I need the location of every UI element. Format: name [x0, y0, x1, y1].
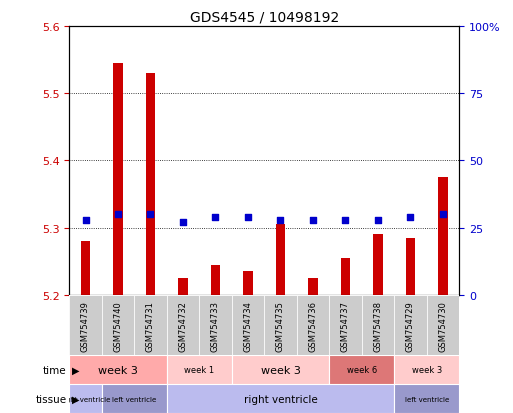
Text: GSM754738: GSM754738 [373, 300, 382, 351]
FancyBboxPatch shape [167, 295, 199, 355]
FancyBboxPatch shape [102, 295, 134, 355]
Title: GDS4545 / 10498192: GDS4545 / 10498192 [190, 10, 339, 24]
FancyBboxPatch shape [69, 355, 167, 384]
Point [146, 211, 154, 218]
Point [82, 217, 90, 223]
Point [277, 217, 285, 223]
Point [439, 211, 447, 218]
FancyBboxPatch shape [297, 295, 329, 355]
Text: left ventricle: left ventricle [405, 396, 449, 401]
Text: GSM754739: GSM754739 [81, 300, 90, 351]
FancyBboxPatch shape [362, 295, 394, 355]
FancyBboxPatch shape [69, 384, 102, 413]
Text: ▶: ▶ [72, 365, 80, 375]
Bar [373, 235, 383, 295]
FancyBboxPatch shape [199, 295, 232, 355]
Text: GSM754740: GSM754740 [113, 300, 123, 351]
Point [374, 217, 382, 223]
FancyBboxPatch shape [232, 295, 264, 355]
Text: GSM754737: GSM754737 [341, 300, 350, 351]
FancyBboxPatch shape [232, 355, 329, 384]
Text: GSM754732: GSM754732 [179, 300, 187, 351]
Point [406, 214, 415, 221]
FancyBboxPatch shape [394, 355, 459, 384]
Bar [275, 225, 285, 295]
Point [244, 214, 252, 221]
Bar [341, 259, 350, 295]
FancyBboxPatch shape [329, 295, 362, 355]
Bar [113, 64, 123, 295]
Point [341, 217, 349, 223]
Text: week 3: week 3 [261, 365, 301, 375]
Text: ▶: ▶ [72, 394, 80, 404]
Bar [405, 238, 415, 295]
FancyBboxPatch shape [167, 384, 394, 413]
Bar [210, 265, 221, 295]
Text: right ventricle: right ventricle [244, 394, 318, 404]
Bar [146, 74, 155, 295]
Text: left ventricle: left ventricle [112, 396, 156, 401]
FancyBboxPatch shape [394, 295, 427, 355]
Point [309, 217, 317, 223]
Bar [243, 272, 253, 295]
Text: GSM754734: GSM754734 [244, 300, 252, 351]
FancyBboxPatch shape [264, 295, 297, 355]
FancyBboxPatch shape [167, 355, 232, 384]
FancyBboxPatch shape [394, 384, 459, 413]
Text: GSM754729: GSM754729 [406, 300, 415, 351]
Text: week 3: week 3 [411, 365, 442, 374]
FancyBboxPatch shape [102, 384, 167, 413]
Bar [178, 278, 188, 295]
Text: week 6: week 6 [347, 365, 377, 374]
Point [211, 214, 220, 221]
Point [179, 220, 187, 226]
Text: GSM754733: GSM754733 [211, 300, 220, 351]
Text: GSM754730: GSM754730 [439, 300, 447, 351]
Text: right ventricle: right ventricle [61, 396, 110, 401]
FancyBboxPatch shape [329, 355, 394, 384]
FancyBboxPatch shape [427, 295, 459, 355]
Text: GSM754736: GSM754736 [308, 300, 318, 351]
FancyBboxPatch shape [69, 295, 102, 355]
Text: week 3: week 3 [98, 365, 138, 375]
Text: GSM754731: GSM754731 [146, 300, 155, 351]
Bar [438, 178, 448, 295]
Text: tissue: tissue [35, 394, 67, 404]
Text: week 1: week 1 [184, 365, 214, 374]
Point [114, 211, 122, 218]
Text: time: time [43, 365, 67, 375]
FancyBboxPatch shape [134, 295, 167, 355]
Bar [81, 242, 90, 295]
Bar [308, 278, 318, 295]
Text: GSM754735: GSM754735 [276, 300, 285, 351]
